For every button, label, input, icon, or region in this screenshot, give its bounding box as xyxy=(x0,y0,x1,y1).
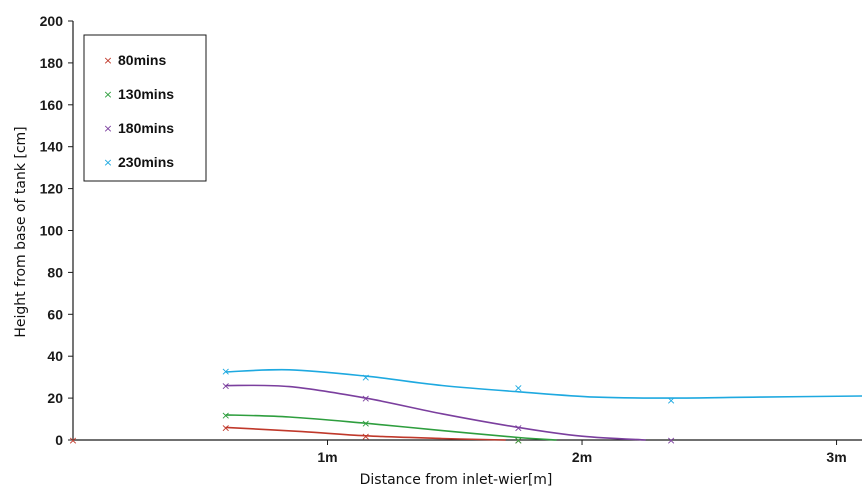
legend-label: 230mins xyxy=(118,154,174,170)
x-tick-label: 3m xyxy=(826,449,846,465)
data-point-130mins: × xyxy=(361,417,370,430)
x-axis: 1m 2m 3m xyxy=(317,440,847,465)
data-point-180mins: × xyxy=(667,434,676,447)
legend-label: 130mins xyxy=(118,86,174,102)
data-point-230mins: × xyxy=(221,365,230,378)
y-tick-label: 20 xyxy=(47,390,63,406)
legend-marker: × xyxy=(103,88,112,101)
legend: × 80mins × 130mins × 180mins × 230mins xyxy=(83,34,207,182)
series-line-80mins xyxy=(225,426,506,441)
data-point-80mins: × xyxy=(514,434,523,447)
y-tick-label: 0 xyxy=(55,432,63,448)
data-point-180mins: × xyxy=(514,421,523,434)
data-point-130mins: × xyxy=(514,434,523,447)
y-tick-label: 120 xyxy=(40,181,64,197)
data-point-80mins: × xyxy=(221,421,230,434)
x-axis-title: Distance from inlet-wier[m] xyxy=(360,472,553,488)
series-layer: ××× ××××××××× ××× xyxy=(68,365,862,447)
x-tick-label: 1m xyxy=(317,449,337,465)
y-axis: 0 20 40 60 80 100 120 140 160 180 200 xyxy=(40,13,73,448)
legend-marker: × xyxy=(103,156,112,169)
series-line-230mins xyxy=(225,368,862,399)
y-tick-label: 160 xyxy=(40,97,64,113)
legend-marker: × xyxy=(103,54,112,67)
legend-label: 80mins xyxy=(118,52,166,68)
y-tick-label: 180 xyxy=(40,55,64,71)
data-point-80mins: × xyxy=(68,434,77,447)
y-tick-label: 140 xyxy=(40,139,64,155)
data-point-230mins: × xyxy=(361,371,370,384)
data-point-230mins: × xyxy=(667,394,676,407)
data-point-180mins: × xyxy=(361,392,370,405)
y-tick-label: 40 xyxy=(47,348,63,364)
data-point-130mins: × xyxy=(221,409,230,422)
series-line-130mins xyxy=(225,414,557,441)
data-point-80mins: × xyxy=(361,430,370,443)
y-axis-title: Height from base of tank [cm] xyxy=(13,126,29,337)
y-tick-label: 60 xyxy=(47,306,63,322)
data-point-230mins: × xyxy=(514,382,523,395)
legend-label: 180mins xyxy=(118,120,174,136)
data-point-180mins: × xyxy=(221,380,230,393)
y-tick-label: 80 xyxy=(47,264,63,280)
y-tick-label: 100 xyxy=(40,223,64,239)
series-line-180mins xyxy=(225,384,646,441)
y-tick-label: 200 xyxy=(40,13,64,29)
legend-box xyxy=(83,34,207,182)
legend-marker: × xyxy=(103,122,112,135)
x-tick-label: 2m xyxy=(572,449,592,465)
